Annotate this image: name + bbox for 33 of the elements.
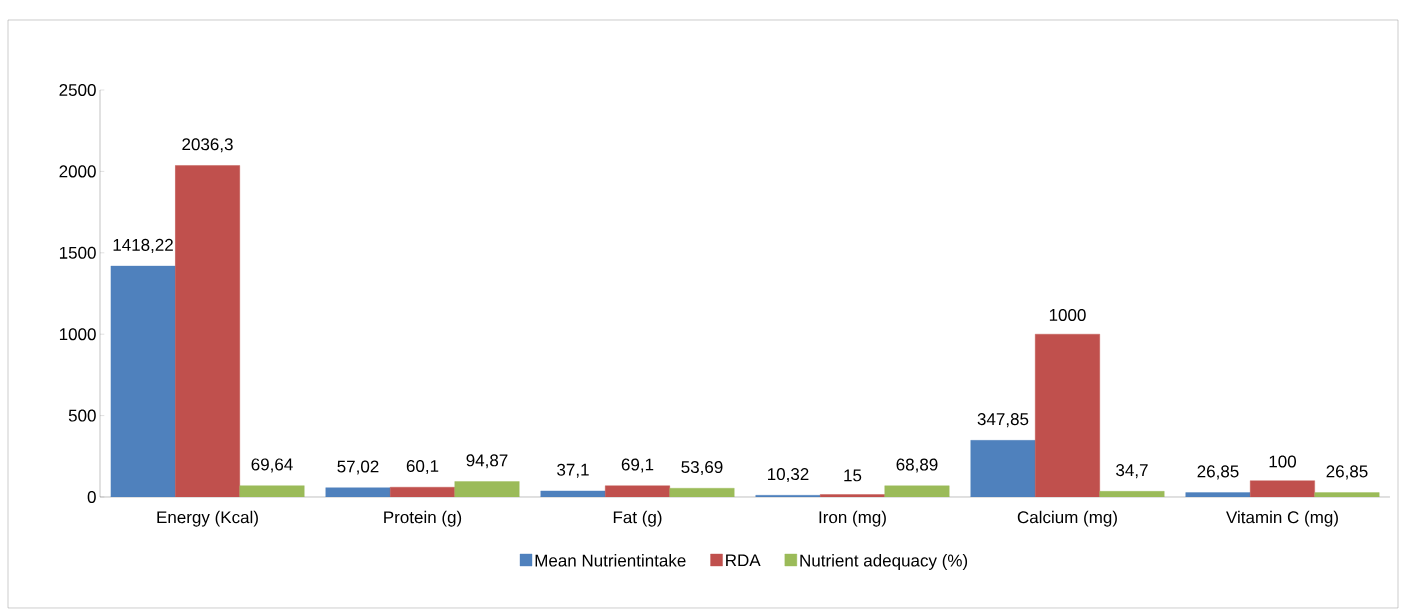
data-label: 100 <box>1269 455 1296 468</box>
data-label: 26,85 <box>1326 465 1368 480</box>
data-label: 94,87 <box>466 454 508 469</box>
data-label: 15 <box>844 469 862 482</box>
y-tick-label: 0 <box>87 490 96 504</box>
data-label: 57,02 <box>337 460 379 475</box>
x-tick-label: Protein (g) <box>384 510 462 527</box>
data-label: 69,1 <box>621 458 654 473</box>
y-tick-label: 2500 <box>59 83 96 97</box>
data-label: 60,1 <box>406 459 439 475</box>
y-tick-label: 2000 <box>59 165 96 178</box>
data-label: 2036,3 <box>182 138 233 153</box>
x-tick-label: Iron (mg) <box>819 510 886 527</box>
data-label: 68,89 <box>896 458 938 473</box>
x-tick-label: Vitamin C (mg) <box>1226 510 1338 527</box>
data-label: 26,85 <box>1197 465 1239 480</box>
x-tick-label: Energy (Kcal) <box>157 510 258 527</box>
legend-label: Mean Nutrientintake <box>535 554 686 567</box>
y-tick-label: 500 <box>68 409 96 422</box>
y-tick-label: 1000 <box>59 328 96 341</box>
legend-label: Nutrient adequacy (%) <box>800 554 968 570</box>
data-label: 347,85 <box>977 413 1029 428</box>
data-label: 69,64 <box>251 458 293 473</box>
data-label: 1418,22 <box>113 238 173 253</box>
x-tick-label: Fat (g) <box>613 510 662 527</box>
x-tick-label: Calcium (mg) <box>1017 510 1117 527</box>
data-label: 53,69 <box>681 461 723 476</box>
legend-label: RDA <box>726 554 761 567</box>
data-label: 37,1 <box>557 463 589 478</box>
data-label: 10,32 <box>768 468 809 483</box>
data-label: 34,7 <box>1116 464 1148 479</box>
y-tick-label: 1500 <box>59 246 96 259</box>
data-label: 1000 <box>1049 308 1086 321</box>
